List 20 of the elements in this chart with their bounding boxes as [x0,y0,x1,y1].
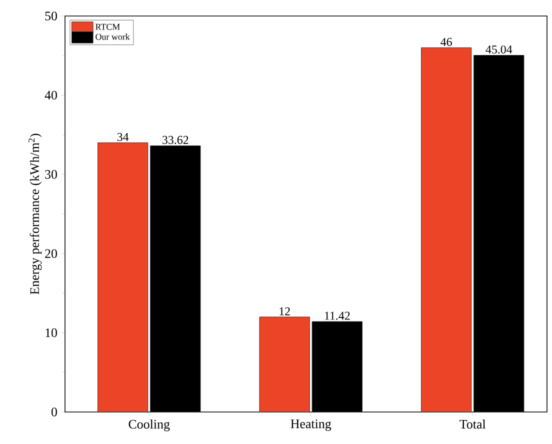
data-label: 11.42 [324,312,350,320]
y-tick-label: 0 [52,408,57,416]
y-tick-label: 20 [45,249,57,258]
y-tick-label: 10 [46,328,57,338]
bar [98,142,148,412]
y-tick-label: 50 [45,12,57,20]
y-axis-title: Energy performance (kWh/m$^{2}$) [28,134,42,294]
data-label: 46 [440,38,452,46]
data-label: 34 [117,132,129,141]
bar [421,47,472,412]
x-tick-label: Total [460,420,486,429]
data-label: 12 [280,307,290,316]
legend-label: Our work [96,34,130,40]
data-label: 45.04 [486,45,512,54]
y-tick-label: 30 [45,170,57,179]
x-tick-label: Cooling [128,420,170,432]
data-label: 33.62 [162,136,188,144]
x-tick-label: Heating [290,420,332,431]
y-tick-label: 40 [44,90,57,100]
legend-label: RTCM [96,24,120,30]
